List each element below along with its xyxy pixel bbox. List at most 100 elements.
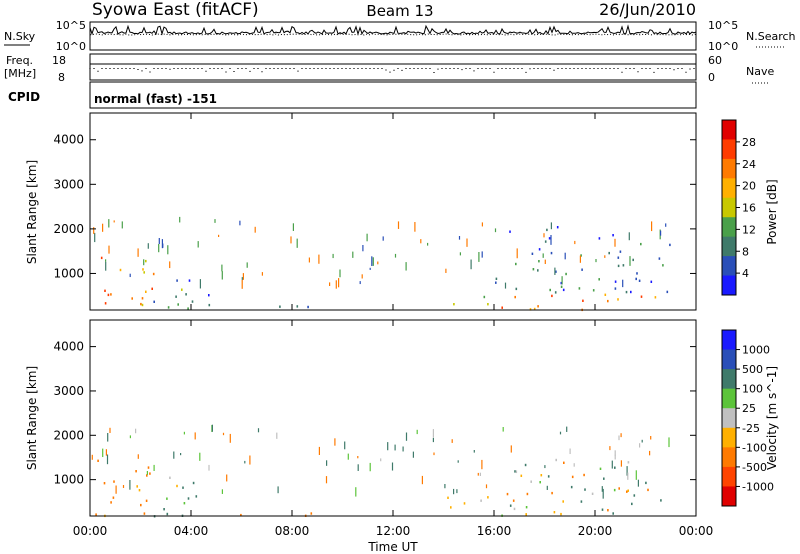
- nave-trace: [89, 68, 695, 73]
- nave-tick-bottom: 0: [708, 71, 715, 84]
- heatmap-cell: [105, 261, 107, 271]
- heatmap-cell: [660, 499, 662, 502]
- heatmap-cell: [537, 305, 539, 308]
- heatmap-cell: [660, 230, 662, 236]
- colorbar-tick-label: -500: [742, 461, 767, 474]
- heatmap-cell: [526, 492, 529, 496]
- heatmap-cell: [654, 296, 657, 299]
- heatmap-cell: [192, 481, 195, 485]
- heatmap-cell: [483, 295, 486, 299]
- heatmap-cell: [229, 433, 231, 443]
- heatmap-cell: [427, 242, 429, 246]
- heatmap-cell: [143, 512, 146, 515]
- heatmap-cell: [547, 475, 550, 478]
- heatmap-cell: [405, 432, 408, 441]
- heatmap-cell: [539, 481, 541, 484]
- heatmap-cell: [533, 307, 536, 311]
- heatmap-cell: [335, 280, 337, 289]
- heatmap-cell: [447, 496, 449, 499]
- heatmap-cell: [318, 254, 320, 264]
- heatmap-cell: [432, 437, 434, 443]
- heatmap-cell: [242, 273, 244, 280]
- heatmap-cell: [604, 293, 607, 296]
- colorbar-segment: [722, 427, 736, 448]
- noise-panel: N.Sky 10^5 10^0 10^5 10^0 N.Search: [4, 19, 796, 53]
- heatmap-cell: [187, 307, 189, 310]
- heatmap-cell: [559, 431, 562, 435]
- heatmap-cell: [501, 306, 503, 309]
- nave-label: Nave: [746, 65, 774, 78]
- colorbar-segment: [722, 120, 736, 140]
- heatmap-cell: [141, 303, 144, 307]
- heatmap-cell: [620, 460, 622, 467]
- colorbar-segment: [722, 139, 736, 160]
- heatmap-cell: [167, 245, 169, 255]
- heatmap-cell: [602, 488, 604, 499]
- heatmap-cell: [617, 264, 620, 268]
- x-tick-label: 00:00: [679, 524, 714, 538]
- heatmap-cell: [551, 294, 553, 298]
- heatmap-cell: [185, 293, 187, 296]
- heatmap-cell: [135, 470, 137, 473]
- velocity-colorbar: 1000 500 100 25 -25 -100 -500 -1000: [721, 329, 774, 507]
- heatmap-cell: [458, 236, 461, 240]
- heatmap-cell: [540, 474, 543, 477]
- heatmap-cell: [566, 426, 568, 432]
- heatmap-cell: [115, 485, 117, 494]
- y-tick-label: 4000: [53, 340, 84, 354]
- heatmap-cell: [457, 460, 459, 463]
- heatmap-cell: [103, 482, 106, 485]
- heatmap-cell: [569, 448, 571, 455]
- colorbar-tick-label: 100: [742, 383, 763, 396]
- colorbar-segment: [722, 178, 736, 199]
- heatmap-cell: [630, 290, 632, 294]
- noise-left-tick-top: 10^5: [56, 19, 86, 32]
- heatmap-cell: [137, 248, 139, 257]
- colorbar-tick-label: 500: [742, 363, 763, 376]
- heatmap-cell: [344, 441, 346, 450]
- cpid-label: CPID: [8, 90, 40, 104]
- colorbar-segment: [722, 486, 736, 507]
- heatmap-cell: [666, 290, 669, 294]
- colorbar-segment: [722, 217, 736, 238]
- heatmap-cell: [142, 268, 144, 271]
- colorbar-tick-label: 28: [742, 136, 756, 149]
- heatmap-cell: [599, 467, 602, 470]
- noise-search-trace: [90, 33, 697, 36]
- heatmap-cell: [95, 513, 97, 516]
- heatmap-cell: [470, 259, 472, 270]
- noise-sky-trace: [89, 24, 697, 36]
- heatmap-cell: [352, 251, 354, 258]
- heatmap-cell: [135, 428, 137, 434]
- heatmap-cell: [308, 257, 310, 263]
- heatmap-cell: [244, 460, 246, 464]
- heatmap-cell: [609, 446, 611, 451]
- power-panel: 1000 2000 3000 4000 Slant Range [km] 4 8 12 16…: [25, 112, 779, 312]
- heatmap-cell: [573, 463, 575, 467]
- heatmap-cell: [595, 259, 597, 263]
- heatmap-cell: [524, 463, 527, 467]
- heatmap-cell: [640, 295, 643, 298]
- heatmap-cell: [416, 429, 418, 435]
- x-tick-label: 12:00: [376, 524, 411, 538]
- heatmap-cell: [361, 274, 363, 279]
- heatmap-cell: [548, 237, 551, 240]
- heatmap-cell: [555, 458, 557, 462]
- power-scatter: [93, 216, 671, 312]
- heatmap-cell: [601, 508, 604, 511]
- freq-unit-label: [MHz]: [4, 67, 36, 80]
- heatmap-cell: [619, 250, 622, 253]
- heatmap-cell: [515, 470, 518, 474]
- heatmap-cell: [338, 278, 340, 288]
- colorbar-segment: [722, 408, 736, 429]
- heatmap-cell: [668, 437, 670, 448]
- heatmap-cell: [176, 484, 178, 488]
- heatmap-cell: [620, 433, 622, 438]
- heatmap-cell: [662, 264, 664, 267]
- freq-tick-top: 18: [52, 54, 66, 67]
- heatmap-cell: [632, 258, 634, 262]
- heatmap-cell: [562, 288, 565, 292]
- power-colorbar-label: Power [dB]: [765, 179, 779, 244]
- heatmap-cell: [639, 443, 641, 448]
- heatmap-cell: [91, 454, 93, 460]
